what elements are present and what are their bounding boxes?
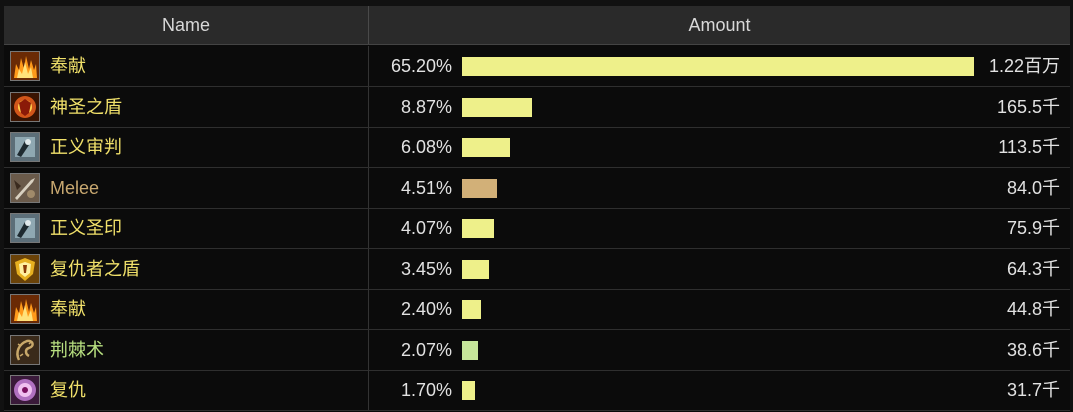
consecration-icon bbox=[10, 294, 40, 324]
vengeance-icon bbox=[10, 375, 40, 405]
holy-shield-icon bbox=[10, 91, 40, 122]
damage-breakdown-table: Name Amount 奉献 65.20% 1.22百万神圣之盾 8.87% 165.5… bbox=[4, 6, 1070, 412]
table-header: Name Amount bbox=[4, 6, 1070, 45]
damage-bar bbox=[462, 340, 478, 360]
ability-name-cell[interactable]: Melee bbox=[4, 167, 369, 208]
damage-percent: 4.07% bbox=[400, 218, 452, 238]
damage-percent: 2.07% bbox=[400, 339, 452, 360]
damage-bar bbox=[462, 138, 510, 157]
damage-bar bbox=[462, 381, 475, 400]
damage-amount: 113.5千 bbox=[998, 137, 1060, 157]
judgement-icon bbox=[10, 132, 40, 162]
ability-name-cell[interactable]: 奉献 bbox=[4, 46, 369, 86]
table-row[interactable]: 复仇者之盾 3.45% 64.3千 bbox=[4, 248, 1070, 290]
damage-percent: 4.51% bbox=[400, 177, 452, 198]
table-row[interactable]: 正义审判 6.08% 113.5千 bbox=[4, 127, 1070, 168]
seal-icon bbox=[10, 213, 40, 243]
ability-name-cell[interactable]: 正义审判 bbox=[4, 127, 369, 167]
damage-amount: 31.7千 bbox=[1006, 380, 1060, 400]
name-column-header[interactable]: Name bbox=[4, 6, 369, 44]
damage-amount: 1.22百万 bbox=[988, 56, 1060, 76]
ability-name[interactable]: 奉献 bbox=[50, 299, 86, 319]
ability-name-cell[interactable]: 荆棘术 bbox=[4, 329, 369, 370]
damage-amount: 84.0千 bbox=[1006, 177, 1060, 198]
ability-name[interactable]: 复仇者之盾 bbox=[50, 258, 140, 279]
ability-name[interactable]: 奉献 bbox=[50, 56, 86, 76]
ability-name[interactable]: 神圣之盾 bbox=[50, 96, 122, 117]
damage-bar bbox=[462, 97, 532, 117]
table-row[interactable]: 复仇 1.70% 31.7千 bbox=[4, 370, 1070, 411]
damage-percent: 65.20% bbox=[390, 56, 452, 76]
melee-icon bbox=[10, 172, 40, 203]
damage-amount: 38.6千 bbox=[1006, 339, 1060, 360]
consecration-icon bbox=[10, 51, 40, 81]
damage-percent: 3.45% bbox=[400, 258, 452, 279]
damage-bar bbox=[462, 300, 481, 319]
damage-bar bbox=[462, 259, 489, 279]
ability-name-cell[interactable]: 复仇者之盾 bbox=[4, 248, 369, 289]
damage-bar bbox=[462, 219, 494, 238]
damage-amount: 64.3千 bbox=[1006, 258, 1060, 279]
table-row[interactable]: Melee 4.51% 84.0千 bbox=[4, 167, 1070, 209]
damage-percent: 6.08% bbox=[400, 137, 452, 157]
ability-name[interactable]: 复仇 bbox=[50, 380, 86, 400]
damage-percent: 8.87% bbox=[400, 96, 452, 117]
damage-percent: 2.40% bbox=[400, 299, 452, 319]
damage-bar bbox=[462, 57, 974, 76]
table-row[interactable]: 神圣之盾 8.87% 165.5千 bbox=[4, 86, 1070, 128]
damage-amount: 44.8千 bbox=[1006, 299, 1060, 319]
ability-name[interactable]: 正义审判 bbox=[50, 137, 122, 157]
ability-name-cell[interactable]: 复仇 bbox=[4, 370, 369, 410]
ability-name[interactable]: 荆棘术 bbox=[50, 339, 104, 360]
damage-amount: 75.9千 bbox=[1006, 218, 1060, 238]
ability-name-cell[interactable]: 正义圣印 bbox=[4, 208, 369, 248]
table-row[interactable]: 奉献 65.20% 1.22百万 bbox=[4, 46, 1070, 87]
ability-name[interactable]: Melee bbox=[50, 177, 100, 198]
damage-bar bbox=[462, 178, 497, 198]
ability-name-cell[interactable]: 奉献 bbox=[4, 289, 369, 329]
thorns-icon bbox=[10, 334, 40, 365]
amount-column-header[interactable]: Amount bbox=[688, 15, 751, 35]
ability-name[interactable]: 正义圣印 bbox=[50, 218, 122, 238]
table-row[interactable]: 荆棘术 2.07% 38.6千 bbox=[4, 329, 1070, 371]
damage-percent: 1.70% bbox=[400, 380, 452, 400]
avengers-shield-icon bbox=[10, 253, 40, 284]
table-row[interactable]: 奉献 2.40% 44.8千 bbox=[4, 289, 1070, 330]
table-row[interactable]: 正义圣印 4.07% 75.9千 bbox=[4, 208, 1070, 249]
damage-amount: 165.5千 bbox=[996, 96, 1060, 117]
ability-name-cell[interactable]: 神圣之盾 bbox=[4, 86, 369, 127]
